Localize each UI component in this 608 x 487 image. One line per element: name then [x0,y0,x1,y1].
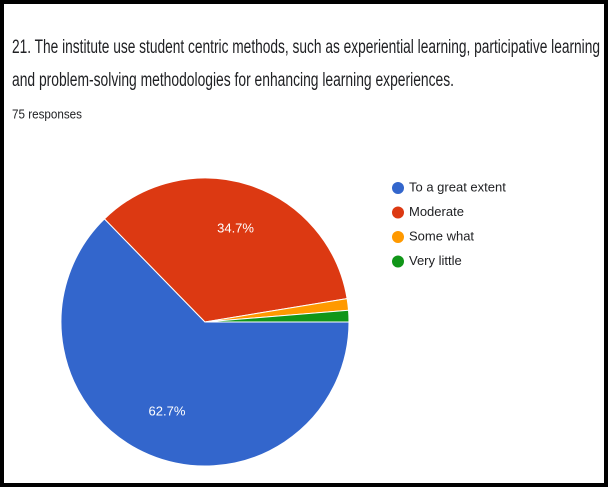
legend-swatch [392,231,404,243]
data-label: 62.7% [149,404,186,419]
chart-title: and problem-solving methodologies for en… [12,70,454,91]
legend-label: Some what [409,228,474,243]
legend-label: Very little [409,253,462,268]
pie-slice [204,309,350,323]
data-label: 34.7% [217,220,254,235]
pie-slice [103,177,348,323]
legend-label: Moderate [409,204,464,219]
legend-swatch [392,255,404,268]
pie-slice [60,218,350,467]
legend-label: To a great extent [409,179,506,194]
legend-swatch [392,206,404,219]
chart-title: 21. The institute use student centric me… [12,37,600,58]
legend-swatch [392,182,404,194]
subtitle: 75 responses [12,106,82,121]
